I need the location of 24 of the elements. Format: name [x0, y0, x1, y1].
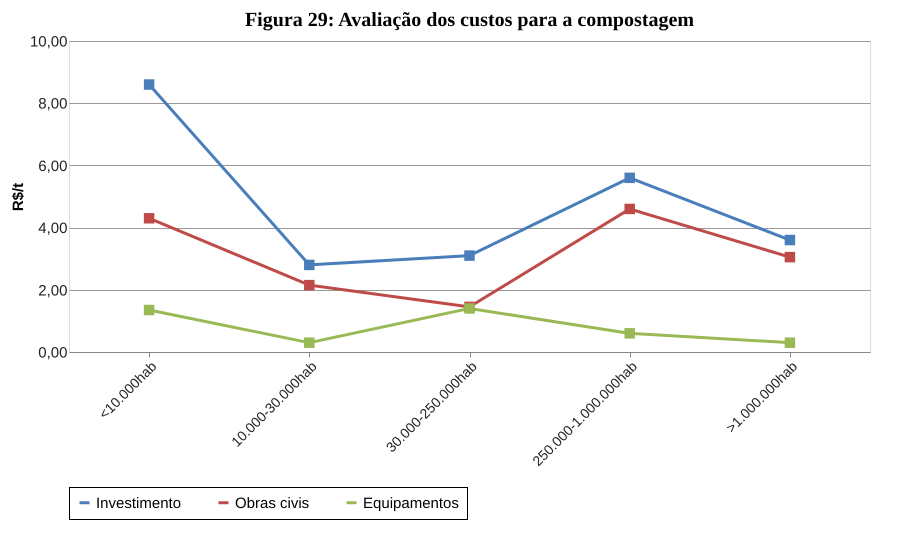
point	[624, 204, 635, 214]
point	[304, 260, 315, 270]
point	[144, 79, 154, 90]
legend-label: Obras civis	[235, 494, 310, 512]
point	[784, 252, 796, 262]
y-tick-label: 10,00	[30, 34, 68, 50]
y-tick-label: 8,00	[38, 96, 68, 113]
point	[144, 213, 154, 224]
point	[624, 328, 635, 339]
chart-title: Figura 29: Avaliação dos custos para a compostagem	[244, 9, 694, 31]
y-tick-label: 0,00	[38, 344, 68, 362]
point	[784, 337, 796, 348]
legend-label: Investimento	[96, 494, 182, 512]
legend-label: Equipamentos	[363, 494, 459, 512]
point	[304, 337, 315, 348]
y-tick-label: 6,00	[38, 158, 68, 175]
point	[464, 250, 475, 261]
point	[784, 234, 796, 246]
point	[624, 172, 635, 184]
y-tick-label: 2,00	[38, 282, 68, 300]
point	[144, 304, 154, 316]
y-tick-label: 4,00	[38, 220, 68, 238]
y-axis-title: R$/t	[10, 182, 27, 212]
point	[304, 280, 315, 290]
